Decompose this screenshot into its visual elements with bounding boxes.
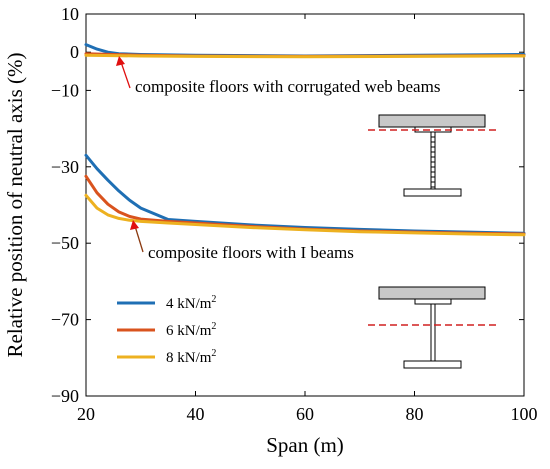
slab-top bbox=[378, 114, 486, 128]
top-flange bbox=[414, 298, 452, 305]
x-tick-label: 20 bbox=[77, 404, 95, 424]
y-tick-label: −50 bbox=[51, 233, 79, 253]
series-layer bbox=[84, 43, 526, 237]
x-axis-title: Span (m) bbox=[266, 433, 344, 457]
series-line-s8 bbox=[84, 193, 526, 237]
y-tick-label: −30 bbox=[51, 157, 79, 177]
y-tick-label: −10 bbox=[51, 80, 79, 100]
y-tick-label: −70 bbox=[51, 310, 79, 330]
annotation-corrugated: composite floors with corrugated web bea… bbox=[116, 56, 440, 96]
x-tick-label: 80 bbox=[406, 404, 424, 424]
arrow-head bbox=[116, 56, 125, 66]
x-axis: 20 40 60 80 100 bbox=[77, 14, 538, 424]
legend-entry-8kn: 8 kN/m2 bbox=[117, 348, 216, 366]
x-tick-label: 100 bbox=[511, 404, 538, 424]
y-axis-title: Relative position of neutral axis (%) bbox=[3, 52, 27, 357]
plot-frame bbox=[85, 13, 525, 397]
arrow-head bbox=[130, 220, 139, 230]
y-tick-label: 0 bbox=[70, 42, 79, 62]
annotation-i-beam: composite floors with I beams bbox=[130, 220, 354, 262]
legend-label: 6 kN/m2 bbox=[166, 321, 216, 339]
annotation-text: composite floors with I beams bbox=[148, 243, 354, 262]
y-tick-label: −90 bbox=[51, 386, 79, 406]
legend: 4 kN/m2 6 kN/m2 8 kN/m2 bbox=[117, 294, 216, 366]
legend-entry-6kn: 6 kN/m2 bbox=[117, 321, 216, 339]
x-tick-label: 60 bbox=[296, 404, 314, 424]
legend-label: 4 kN/m2 bbox=[166, 294, 216, 312]
series-line-s8 bbox=[84, 53, 526, 59]
i-beam-section-diagram bbox=[368, 286, 496, 369]
legend-entry-4kn: 4 kN/m2 bbox=[117, 294, 216, 312]
legend-label: 8 kN/m2 bbox=[166, 348, 216, 366]
web bbox=[430, 303, 436, 362]
corrugated-web-section-diagram bbox=[368, 114, 496, 197]
bottom-flange bbox=[403, 188, 462, 197]
annotation-arrow bbox=[120, 61, 131, 89]
corrugated-web bbox=[430, 132, 436, 189]
series-line-s6 bbox=[84, 174, 526, 236]
bottom-flange bbox=[403, 360, 462, 369]
slab-top bbox=[378, 286, 486, 300]
annotation-text: composite floors with corrugated web bea… bbox=[135, 77, 440, 96]
annotation-arrow bbox=[134, 225, 144, 253]
y-axis: 10 0 −10 −30 −50 −70 −90 bbox=[51, 4, 524, 406]
x-tick-label: 40 bbox=[187, 404, 205, 424]
y-tick-label: 10 bbox=[61, 4, 79, 24]
